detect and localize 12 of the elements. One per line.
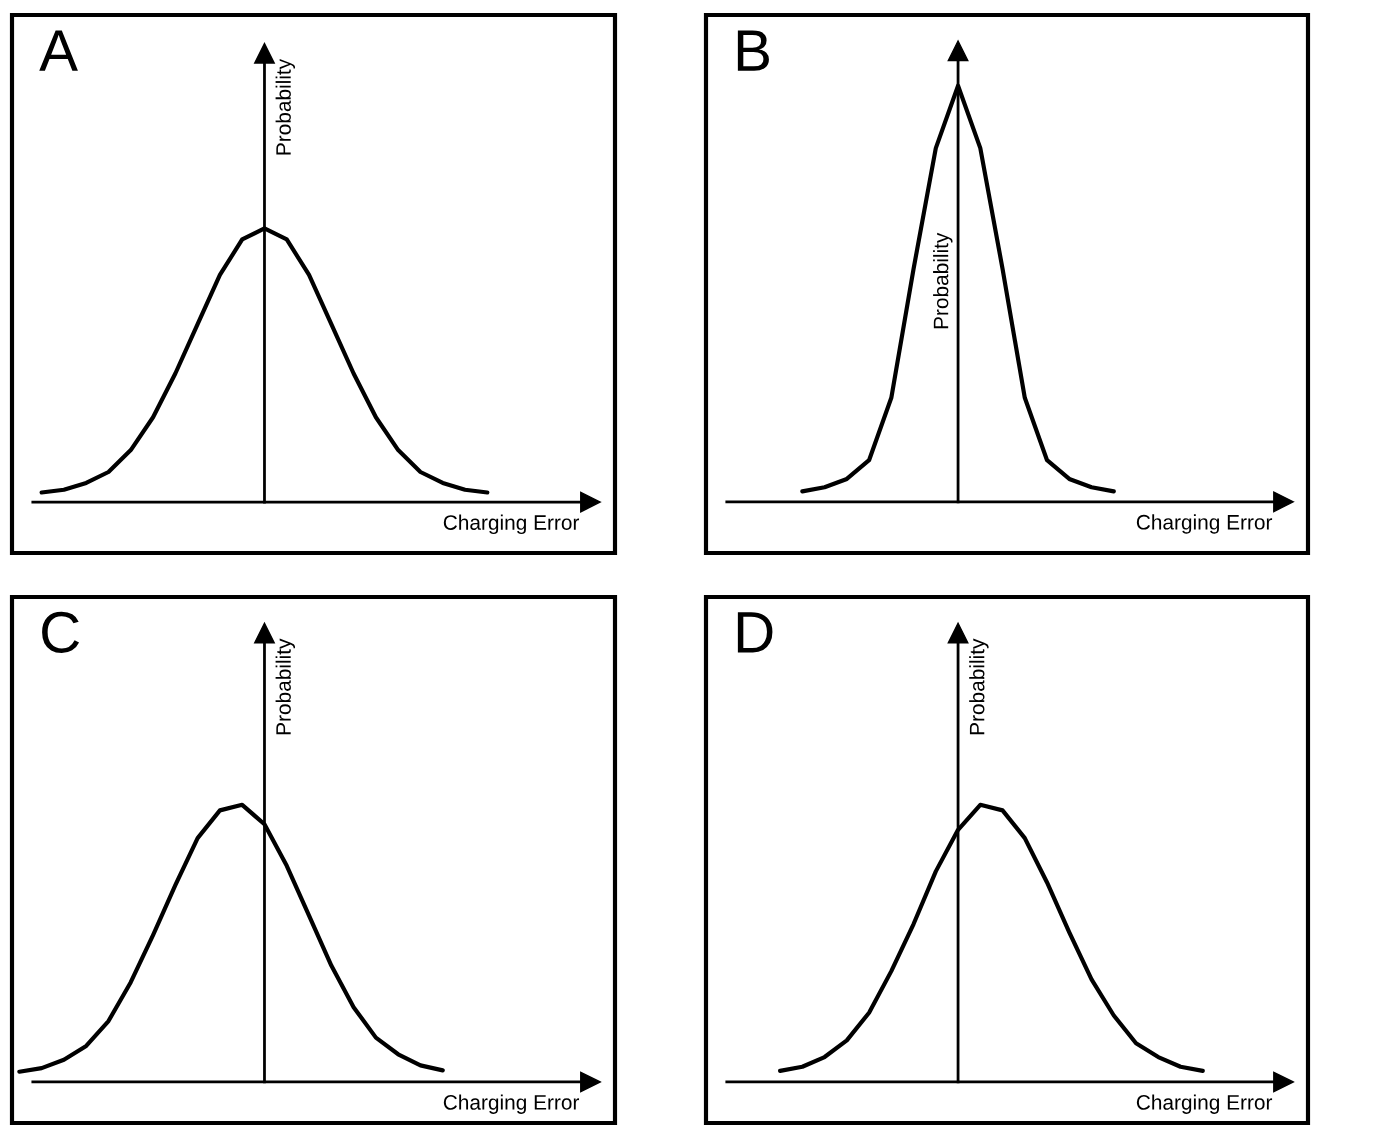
chart-title: C [42, 611, 80, 653]
chart-title: D [737, 612, 773, 653]
x-axis-title: Charging Error [443, 514, 580, 535]
x-axis-title: Charging Error [1136, 1094, 1273, 1114]
chart-title: A [39, 30, 78, 71]
x-axis-title: Charging Error [443, 1094, 580, 1114]
y-axis-title: Probability [275, 58, 296, 155]
x-axis-title: Charging Error [1136, 514, 1273, 534]
y-axis-title: Probability [275, 638, 296, 735]
y-axis-title: Probability [933, 232, 953, 329]
chart-title: B [737, 30, 769, 71]
y-axis-title: Probability [969, 638, 989, 735]
